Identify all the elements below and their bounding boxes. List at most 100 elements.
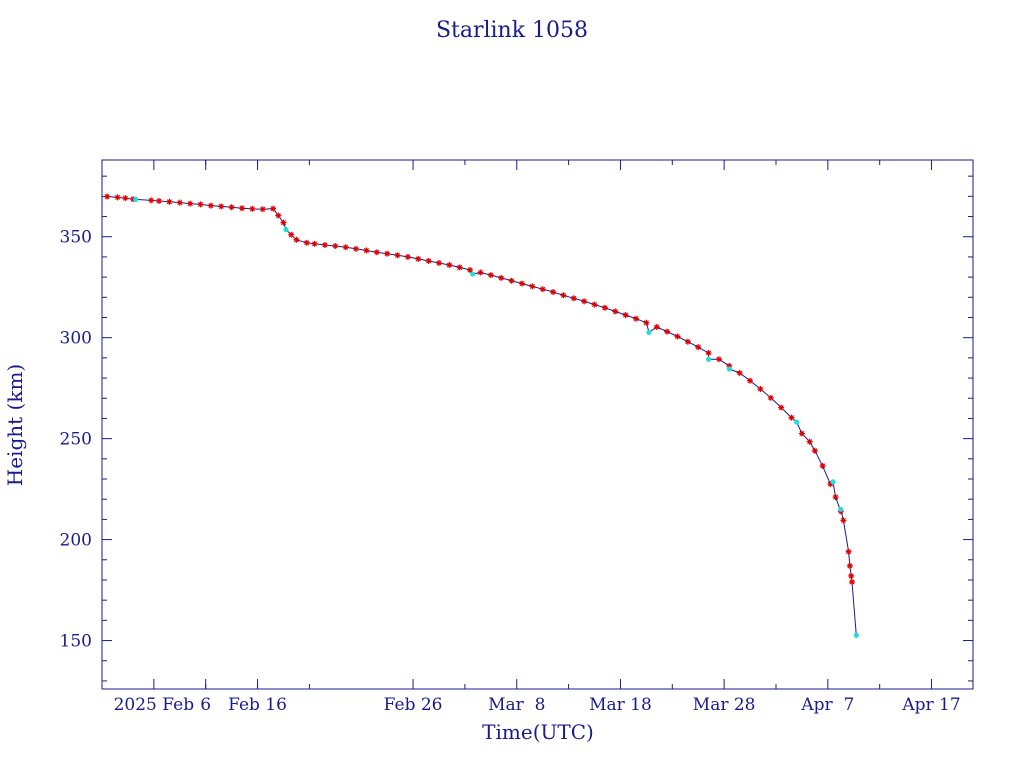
x-tick-label: 6 xyxy=(200,695,211,715)
measured-point xyxy=(560,292,567,299)
measured-point xyxy=(197,201,204,208)
measured-point xyxy=(303,239,310,246)
predicted-point xyxy=(470,271,476,277)
measured-point xyxy=(435,259,442,266)
x-tick-label: Feb 16 xyxy=(228,695,287,715)
measured-point xyxy=(477,269,484,276)
measured-point xyxy=(363,247,370,254)
measured-point xyxy=(353,245,360,252)
plot-frame xyxy=(101,159,974,690)
x-tick-label: Apr 17 xyxy=(901,695,960,715)
measured-point xyxy=(581,298,588,305)
measured-point xyxy=(788,414,795,421)
measured-point xyxy=(845,548,852,555)
x-tick-labels: 2025 Feb 6 Feb 16 Feb 26 Mar 8 Mar 18 Mar 28 Ap… xyxy=(114,695,961,715)
x-tick-label: Mar 18 xyxy=(589,695,652,715)
measured-point xyxy=(228,204,235,211)
predicted-point xyxy=(726,366,732,372)
measured-point xyxy=(384,250,391,257)
measured-point xyxy=(715,356,722,363)
measured-point xyxy=(415,255,422,262)
measured-point xyxy=(156,197,163,204)
measured-point xyxy=(218,203,225,210)
measured-point xyxy=(798,430,805,437)
x-tick-label: Apr 7 xyxy=(800,695,854,715)
measured-point xyxy=(456,264,463,271)
measured-point xyxy=(148,197,155,204)
measured-point xyxy=(518,280,525,287)
chart-title: Starlink 1058 xyxy=(436,18,588,43)
predicted-point xyxy=(794,419,800,425)
measured-point xyxy=(846,562,853,569)
y-tick-label: 300 xyxy=(60,329,92,349)
measured-point xyxy=(238,205,245,212)
measured-point xyxy=(311,240,318,247)
measured-point xyxy=(249,205,256,212)
measured-point xyxy=(622,312,629,319)
measured-point xyxy=(259,206,266,213)
measured-point xyxy=(643,319,650,326)
x-tick-label: Mar 28 xyxy=(693,695,756,715)
measured-point xyxy=(819,462,826,469)
measured-point xyxy=(487,272,494,279)
measured-point xyxy=(104,193,111,200)
measured-point xyxy=(848,572,855,579)
x-tick-label: 2025 Feb xyxy=(114,695,195,715)
measured-point xyxy=(207,202,214,209)
measured-point xyxy=(539,286,546,293)
measured-point xyxy=(747,377,754,384)
measured-point xyxy=(633,315,640,322)
measured-point xyxy=(275,212,282,219)
data-points xyxy=(104,193,859,638)
measured-point xyxy=(570,295,577,302)
predicted-point xyxy=(133,196,139,202)
x-axis-label: Time(UTC) xyxy=(482,720,594,744)
measured-point xyxy=(550,289,557,296)
measured-point xyxy=(778,404,785,411)
measured-point xyxy=(508,277,515,284)
measured-point xyxy=(404,253,411,260)
measured-point xyxy=(664,328,671,335)
measured-point xyxy=(811,447,818,454)
measured-point xyxy=(705,350,712,357)
measured-point xyxy=(321,242,328,249)
measured-point xyxy=(498,274,505,281)
measured-point xyxy=(840,517,847,524)
predicted-point xyxy=(646,329,652,336)
y-axis-label: Height (km) xyxy=(3,364,27,486)
measured-point xyxy=(373,249,380,256)
predicted-point xyxy=(853,632,859,638)
measured-point xyxy=(591,301,598,308)
measured-point xyxy=(684,338,691,345)
measured-point xyxy=(849,578,856,585)
measured-point xyxy=(653,323,660,330)
predicted-point xyxy=(838,506,844,512)
measured-point xyxy=(293,236,300,243)
measured-point xyxy=(767,394,774,401)
measured-point xyxy=(695,344,702,351)
measured-point xyxy=(187,200,194,207)
measured-point xyxy=(601,304,608,311)
measured-point xyxy=(832,494,839,501)
measured-point xyxy=(114,194,121,201)
measured-point xyxy=(674,333,681,340)
measured-point xyxy=(288,231,295,238)
y-tick-label: 350 xyxy=(60,228,92,248)
measured-point xyxy=(342,244,349,251)
predicted-point xyxy=(830,479,836,485)
x-tick-label: Mar 8 xyxy=(488,695,545,715)
y-tick-label: 150 xyxy=(60,632,92,652)
predicted-point xyxy=(705,356,712,362)
height-trend-line xyxy=(107,196,857,636)
measured-point xyxy=(122,195,129,202)
measured-point xyxy=(332,243,339,250)
measured-point xyxy=(166,198,173,205)
y-tick-labels: 150 200 250 300 350 xyxy=(60,228,92,652)
axis-ticks xyxy=(102,160,973,689)
measured-point xyxy=(394,252,401,259)
measured-point xyxy=(529,283,536,290)
measured-point xyxy=(806,438,813,445)
measured-point xyxy=(612,308,619,315)
measured-point xyxy=(446,261,453,268)
